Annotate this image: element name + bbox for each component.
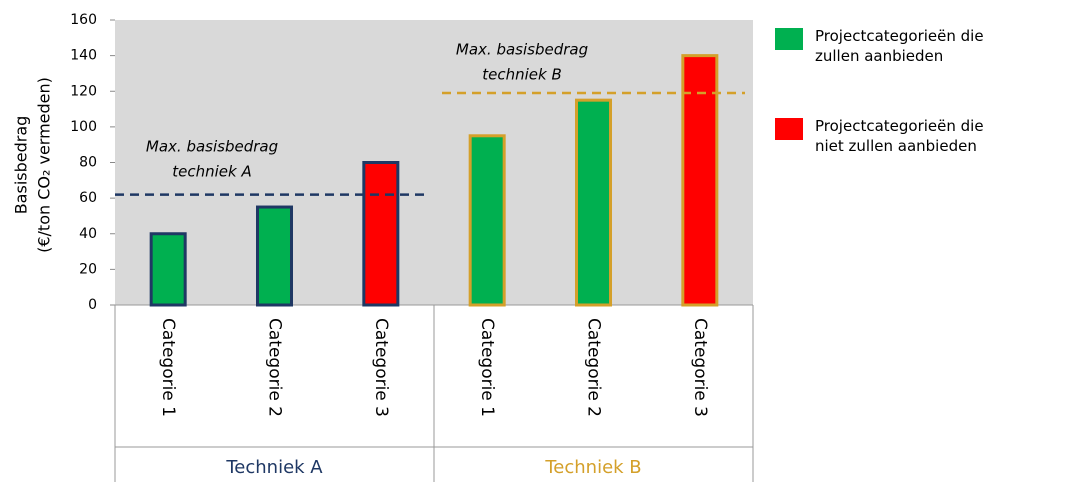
- y-tick-label: 20: [79, 261, 97, 277]
- annotation: techniek B: [482, 66, 562, 84]
- y-tick-label: 0: [88, 297, 97, 313]
- y-axis-label: Basisbedrag: [12, 116, 31, 215]
- bar: [575, 98, 612, 307]
- y-tick-label: 120: [70, 83, 97, 99]
- annotation: Max. basisbedrag: [456, 41, 588, 59]
- legend-item: Projectcategorieën die niet zullen aanbi…: [775, 116, 1015, 156]
- y-tick-label: 160: [70, 12, 97, 28]
- legend-item: Projectcategorieën die zullen aanbieden: [775, 26, 1015, 66]
- y-tick-label: 40: [79, 226, 97, 242]
- x-tick-label: Categorie 3: [371, 318, 391, 417]
- y-tick-label: 100: [70, 119, 97, 135]
- bar: [149, 232, 187, 307]
- bar: [256, 205, 293, 307]
- legend-label: Projectcategorieën die zullen aanbieden: [815, 27, 984, 65]
- annotation: techniek A: [172, 163, 251, 181]
- legend-swatch: [775, 118, 803, 140]
- legend-swatch: [775, 28, 803, 50]
- legend-label: Projectcategorieën die niet zullen aanbi…: [815, 117, 984, 155]
- bar: [362, 161, 400, 307]
- x-tick-label: Categorie 3: [690, 318, 710, 417]
- x-tick-label: Categorie 2: [584, 318, 604, 417]
- x-tick-label: Categorie 2: [265, 318, 285, 417]
- bar: [681, 54, 719, 307]
- x-tick-label: Categorie 1: [477, 318, 497, 417]
- bar: [468, 134, 506, 307]
- plot-area: [115, 20, 753, 305]
- y-tick-label: 140: [70, 48, 97, 64]
- y-tick-label: 60: [79, 190, 97, 206]
- y-axis-label: (€/ton CO₂ vermeden): [35, 77, 54, 253]
- annotation: Max. basisbedrag: [146, 138, 278, 156]
- y-tick-label: 80: [79, 155, 97, 171]
- x-tick-label: Categorie 1: [158, 318, 178, 417]
- group-label: Techniek B: [544, 457, 641, 478]
- group-label: Techniek A: [225, 457, 323, 478]
